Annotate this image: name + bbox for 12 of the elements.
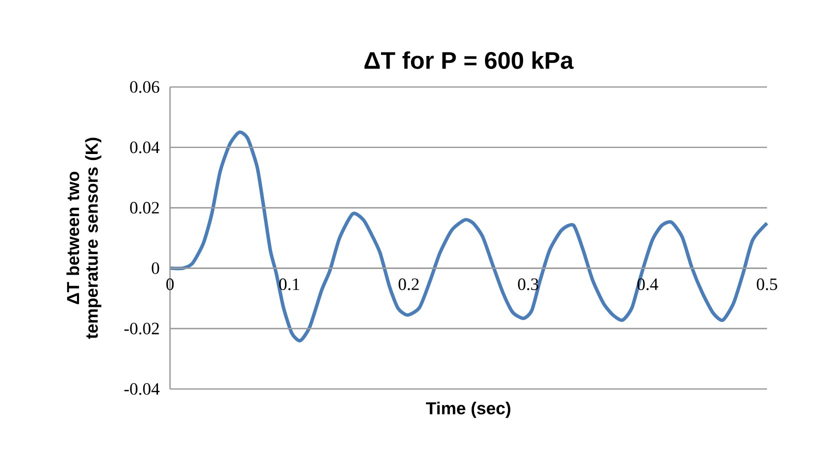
y-tick-label: -0.04 xyxy=(124,383,160,395)
x-tick-label: 0.2 xyxy=(398,278,419,290)
y-tick-label: -0.02 xyxy=(124,322,159,334)
y-tick-label: 0.02 xyxy=(130,202,159,214)
x-axis-title: Time (sec) xyxy=(426,402,510,418)
x-tick-label: 0.5 xyxy=(756,278,778,290)
y-tick-label: 0.04 xyxy=(130,142,160,154)
y-axis-title: ΔT between two temperature sensors (K) xyxy=(66,138,102,339)
x-tick-label: 0 xyxy=(166,278,174,290)
chart-title: ΔT for P = 600 kPa xyxy=(364,51,574,69)
y-tick-label: 0 xyxy=(152,262,160,274)
y-tick-label: 0.06 xyxy=(130,81,160,93)
